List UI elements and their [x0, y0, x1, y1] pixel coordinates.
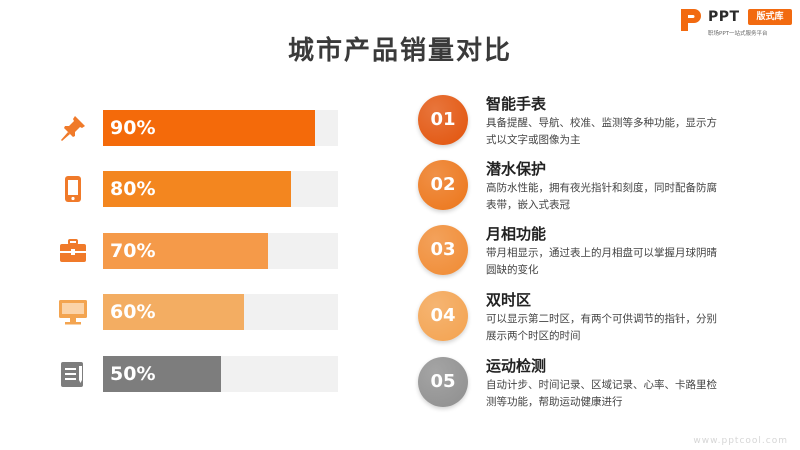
number-badge: 04	[418, 291, 468, 341]
bar-row: 70%	[58, 233, 338, 269]
feature-title: 潜水保护	[486, 160, 547, 178]
watermark: www.pptcool.com	[693, 436, 788, 446]
feature-title: 智能手表	[486, 95, 547, 113]
bar-row: 50%	[58, 356, 338, 392]
pushpin-icon	[61, 116, 85, 141]
logo-tagline: 职场PPT一站式服务平台	[708, 31, 768, 37]
number-badge: 05	[418, 357, 468, 407]
bar-fill	[103, 294, 244, 330]
bar-row: 90%	[58, 110, 338, 146]
feature-item: 05 运动检测 自动计步、时间记录、区域记录、心率、卡路里检测等功能，帮助运动健…	[418, 357, 788, 419]
bar-fill	[103, 233, 268, 269]
bar-row: 60%	[58, 294, 338, 330]
notepad-icon	[61, 362, 83, 387]
briefcase-icon	[60, 239, 86, 262]
monitor-icon	[59, 300, 87, 325]
brand-logo: PPT 版式库 职场PPT一站式服务平台	[678, 6, 796, 40]
bar-value-label: 70%	[110, 240, 156, 262]
bar-value-label: 80%	[110, 178, 156, 200]
feature-description: 高防水性能，拥有夜光指针和刻度，同时配备防腐表带，嵌入式表冠	[486, 182, 717, 211]
bar-value-label: 60%	[110, 301, 156, 323]
logo-text: PPT	[708, 9, 740, 25]
feature-title: 运动检测	[486, 357, 547, 375]
feature-description: 可以显示第二时区，有两个可供调节的指针，分别展示两个时区的时间	[486, 313, 717, 342]
logo-p-icon	[681, 9, 701, 31]
page-title: 城市产品销量对比	[287, 36, 512, 66]
feature-item: 02 潜水保护 高防水性能，拥有夜光指针和刻度，同时配备防腐表带，嵌入式表冠	[418, 160, 788, 222]
tablet-icon	[65, 176, 81, 202]
feature-description: 具备提醒、导航、校准、监测等多种功能，显示方式以文字或图像为主	[486, 117, 717, 146]
feature-description: 带月相显示，通过表上的月相盘可以掌握月球阴晴圆缺的变化	[486, 247, 717, 276]
bar-fill	[103, 110, 315, 146]
number-badge: 01	[418, 95, 468, 145]
feature-title: 月相功能	[486, 225, 547, 243]
bar-row: 80%	[58, 171, 338, 207]
feature-title: 双时区	[486, 291, 532, 309]
feature-description: 自动计步、时间记录、区域记录、心率、卡路里检测等功能，帮助运动健康进行	[486, 379, 717, 408]
number-badge: 03	[418, 225, 468, 275]
number-badge: 02	[418, 160, 468, 210]
feature-item: 04 双时区 可以显示第二时区，有两个可供调节的指针，分别展示两个时区的时间	[418, 291, 788, 353]
feature-item: 01 智能手表 具备提醒、导航、校准、监测等多种功能，显示方式以文字或图像为主	[418, 95, 788, 157]
bar-value-label: 90%	[110, 117, 156, 139]
bar-fill	[103, 171, 291, 207]
bar-fill	[103, 356, 221, 392]
bar-value-label: 50%	[110, 363, 156, 385]
feature-item: 03 月相功能 带月相显示，通过表上的月相盘可以掌握月球阴晴圆缺的变化	[418, 225, 788, 287]
logo-badge: 版式库	[748, 9, 792, 25]
